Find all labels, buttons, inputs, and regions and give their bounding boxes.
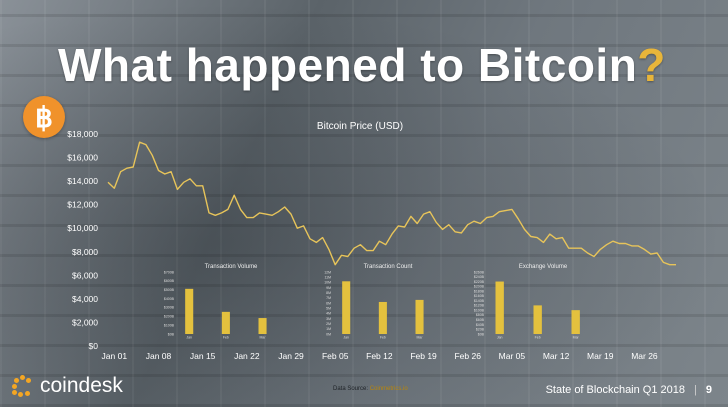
chart-title: Bitcoin Price (USD): [317, 121, 403, 132]
inset-y-tick-label: $240B: [474, 275, 485, 279]
y-tick-label: $8,000: [72, 247, 98, 257]
slide-title: What happened to Bitcoin?: [58, 38, 666, 92]
inset-y-tick-label: $200B: [474, 285, 485, 289]
y-tick-label: $10,000: [67, 223, 98, 233]
inset-y-tick-label: $180B: [474, 289, 485, 293]
x-tick-label: Feb 12: [366, 351, 393, 361]
inset-bar: [495, 281, 504, 334]
inset-y-tick-label: $600B: [164, 279, 175, 283]
inset-x-tick-label: Mar: [260, 336, 267, 340]
inset-y-tick-label: $100B: [164, 323, 175, 327]
inset-x-tick-label: Feb: [223, 336, 229, 340]
x-tick-label: Feb 26: [454, 351, 481, 361]
page-number: 9: [705, 384, 712, 396]
inset-y-tick-label: $0B: [478, 332, 485, 336]
inset-bar: [415, 299, 424, 334]
inset-chart-title: Transaction Volume: [205, 264, 258, 270]
inset-y-tick-label: 11M: [324, 275, 331, 279]
inset-y-tick-label: 3M: [326, 317, 331, 321]
inset-chart-title: Exchange Volume: [519, 264, 568, 270]
source-prefix: Data Source:: [333, 386, 370, 392]
inset-y-tick-label: $80B: [476, 313, 485, 317]
inset-x-tick-label: Jan: [186, 336, 192, 340]
inset-bar: [571, 310, 580, 334]
title-text: What happened to Bitcoin: [58, 39, 638, 91]
footer-info: State of Blockchain Q1 2018 | 9: [546, 384, 712, 396]
y-tick-label: $2,000: [72, 317, 98, 327]
inset-y-tick-label: $700B: [164, 270, 175, 274]
inset-bar: [533, 305, 542, 334]
x-tick-label: Jan 29: [278, 351, 304, 361]
x-tick-label: Mar 12: [543, 351, 570, 361]
inset-y-tick-label: 2M: [326, 322, 331, 326]
x-tick-label: Mar 26: [631, 351, 658, 361]
x-tick-label: Jan 01: [102, 351, 128, 361]
x-tick-label: Mar 05: [499, 351, 526, 361]
coindesk-logo-icon: [12, 375, 34, 397]
inset-y-tick-label: $120B: [474, 304, 485, 308]
inset-y-tick-label: $100B: [474, 308, 485, 312]
inset-y-tick-label: $60B: [476, 318, 485, 322]
inset-bar: [342, 281, 351, 334]
inset-y-tick-label: 4M: [326, 312, 331, 316]
inset-y-tick-label: $400B: [164, 297, 175, 301]
inset-bar: [258, 318, 267, 334]
y-tick-label: $4,000: [72, 294, 98, 304]
inset-x-tick-label: Jan: [343, 336, 349, 340]
inset-y-tick-label: $20B: [476, 328, 485, 332]
x-tick-label: Mar 19: [587, 351, 614, 361]
inset-y-tick-label: $40B: [476, 323, 485, 327]
x-tick-label: Jan 08: [146, 351, 172, 361]
inset-chart-title: Transaction Count: [364, 264, 413, 270]
inset-bar: [378, 301, 387, 334]
y-tick-label: $16,000: [67, 153, 98, 163]
x-tick-label: Jan 15: [190, 351, 216, 361]
inset-y-tick-label: 10M: [324, 281, 331, 285]
y-tick-label: $18,000: [67, 129, 98, 139]
inset-y-tick-label: 1M: [326, 327, 331, 331]
inset-x-tick-label: Mar: [573, 336, 580, 340]
inset-y-tick-label: $140B: [474, 299, 485, 303]
source-link[interactable]: Coinmetrics.io: [369, 386, 408, 392]
inset-y-tick-label: 0M: [326, 332, 331, 336]
inset-bar: [221, 311, 230, 334]
coindesk-wordmark: coindesk: [40, 374, 123, 397]
inset-y-tick-label: 5M: [326, 306, 331, 310]
y-tick-label: $0: [89, 341, 99, 351]
x-tick-label: Feb 05: [322, 351, 349, 361]
y-tick-label: $6,000: [72, 270, 98, 280]
data-source-note: Data Source: Coinmetrics.io: [333, 386, 408, 392]
inset-y-tick-label: 9M: [326, 286, 331, 290]
footer-title: State of Blockchain Q1 2018: [545, 384, 686, 396]
bitcoin-symbol: ฿: [35, 101, 53, 133]
inset-y-tick-label: 8M: [326, 291, 331, 295]
inset-y-tick-label: $200B: [164, 315, 175, 319]
inset-x-tick-label: Jan: [497, 336, 503, 340]
inset-x-tick-label: Feb: [535, 336, 541, 340]
inset-bar: [185, 288, 194, 334]
inset-y-tick-label: $300B: [164, 306, 175, 310]
inset-y-tick-label: $500B: [164, 288, 175, 292]
inset-y-tick-label: 7M: [326, 296, 331, 300]
inset-y-tick-label: $0B: [168, 332, 175, 336]
coindesk-logo[interactable]: coindesk: [12, 374, 123, 398]
inset-x-tick-label: Feb: [380, 336, 386, 340]
price-series-line: [107, 141, 676, 266]
inset-y-tick-label: 12M: [324, 270, 331, 274]
x-tick-label: Feb 19: [410, 351, 437, 361]
inset-y-tick-label: $260B: [474, 270, 485, 274]
inset-y-tick-label: 6M: [326, 301, 331, 305]
bitcoin-icon: ฿: [23, 96, 65, 138]
inset-x-tick-label: Mar: [417, 336, 424, 340]
footer-separator: |: [694, 384, 697, 396]
y-tick-label: $12,000: [67, 200, 98, 210]
inset-y-tick-label: $220B: [474, 280, 485, 284]
y-tick-label: $14,000: [67, 176, 98, 186]
x-tick-label: Jan 22: [234, 351, 260, 361]
title-question-mark: ?: [637, 39, 666, 91]
inset-y-tick-label: $160B: [474, 294, 485, 298]
